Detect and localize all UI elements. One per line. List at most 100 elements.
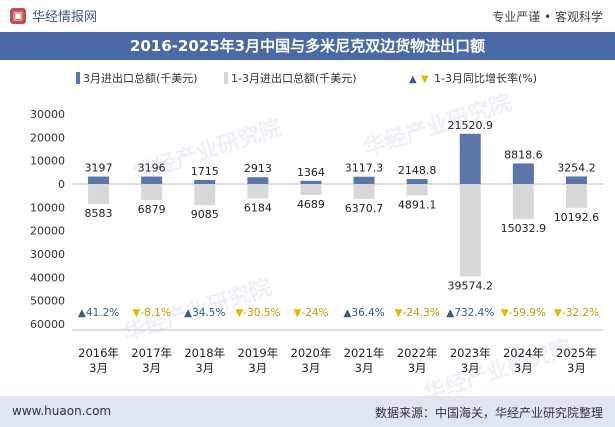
legend-up-icon: ▲ [409,74,417,85]
down-arrow-icon: ▼ [235,307,244,319]
bar-march [406,178,428,184]
x-tick-label: 3月 [514,361,533,375]
data-label-march: 3197 [85,162,113,175]
data-label-ytd: 4891.1 [398,198,437,211]
bar-ytd [247,184,269,199]
bar-march [565,176,587,184]
y-tick-label: 10000 [30,201,65,214]
data-label-ytd: 15032.9 [501,222,547,235]
data-label-march: 3117.3 [345,162,384,175]
data-label-march: 3196 [138,162,166,175]
data-label-ytd: 6879 [138,203,166,216]
legend-swatch-march [76,72,80,84]
data-label-march: 21520.9 [448,119,494,132]
bar-ytd [459,184,481,277]
growth-label: ▼-32.2% [554,307,599,319]
footer-source: 数据来源：中国海关，华经产业研究院整理 [374,406,603,420]
growth-value: 34.5% [192,307,225,319]
up-arrow-icon: ▲ [78,307,87,319]
y-tick-label: 20000 [30,225,65,238]
data-labels: 31978583▲41.2%31966879▼-8.1%17159085▲34.… [78,119,599,319]
y-tick-label: 40000 [30,271,65,284]
y-tick-label: 50000 [30,295,65,308]
down-arrow-icon: ▼ [554,307,563,319]
growth-value: -30.5% [243,307,280,319]
x-tick-label: 2022年 [397,346,438,360]
growth-value: 41.2% [86,307,119,319]
bar-ytd [88,184,110,205]
top-bar: ▣ 华经情报网 专业严谨 • 客观科学 [0,0,615,32]
x-tick-label: 2018年 [184,346,225,360]
data-label-march: 1364 [297,166,325,179]
data-label-march: 1715 [191,165,219,178]
growth-label: ▼-59.9% [501,307,546,319]
logo-mark-icon: ▣ [10,7,26,24]
up-arrow-icon: ▲ [184,307,193,319]
x-tick-label: 2025年 [556,346,597,360]
logo-text: 华经情报网 [32,10,98,25]
data-label-ytd: 8583 [85,207,113,220]
data-label-ytd: 4689 [297,198,325,211]
growth-value: 36.4% [351,307,384,319]
x-tick-label: 3月 [408,361,427,375]
data-label-march: 3254.2 [557,161,596,174]
down-arrow-icon: ▼ [395,307,404,319]
legend-label-march: 3月进出口总额(千美元) [83,71,198,85]
title-bar: 2016-2025年3月中国与多米尼克双边货物进出口额 [0,32,615,60]
bar-march [353,176,375,184]
down-arrow-icon: ▼ [293,307,302,319]
axes: 30000 20000 10000 0 10000 20000 30000 40000 5000… [30,108,603,375]
bar-march [300,180,322,184]
chart-title: 2016-2025年3月中国与多米尼克双边货物进出口额 [129,37,486,55]
x-tick-label: 3月 [195,361,214,375]
bar-ytd [141,184,163,201]
bar-ytd [194,184,216,206]
data-label-ytd: 39574.2 [448,279,494,292]
x-tick-label: 2024年 [503,346,544,360]
x-tick-label: 3月 [89,361,108,375]
bar-march [459,133,481,184]
bar-march [88,176,110,184]
data-label-march: 2913 [244,162,272,175]
x-tick-label: 2023年 [450,346,491,360]
data-label-ytd: 6370.7 [345,202,384,215]
growth-label: ▲732.4% [446,307,494,319]
bar-ytd [565,184,587,208]
legend-label-ytd: 1-3月进出口总额(千美元) [231,71,357,85]
down-arrow-icon: ▼ [501,307,510,319]
legend-swatch-ytd [224,72,228,84]
x-tick-label: 2019年 [237,346,278,360]
growth-value: -32.2% [562,307,599,319]
data-label-march: 8818.6 [504,148,543,161]
bar-ytd [406,184,428,196]
y-tick-label: 20000 [30,131,65,144]
x-tick-label: 2021年 [344,346,385,360]
bar-ytd [300,184,322,195]
growth-label: ▼-30.5% [235,307,280,319]
tagline: 专业严谨 • 客观科学 [492,10,603,24]
growth-label: ▲36.4% [343,307,384,319]
growth-value: -8.1% [140,307,170,319]
y-tick-label: 0 [58,178,65,191]
bar-march [194,179,216,184]
bar-ytd [353,184,375,199]
growth-label: ▲34.5% [184,307,225,319]
x-tick-label: 3月 [461,361,480,375]
growth-label: ▲41.2% [78,307,119,319]
growth-value: -24% [301,307,328,319]
data-label-march: 2148.8 [398,164,437,177]
y-tick-label: 30000 [30,248,65,261]
x-tick-label: 2016年 [78,346,119,360]
bars [88,133,587,277]
y-tick-label: 30000 [30,108,65,121]
footer-website: www.huaon.com [12,404,112,418]
x-tick-label: 3月 [567,361,586,375]
up-arrow-icon: ▲ [446,307,455,319]
y-tick-label: 10000 [30,155,65,168]
data-label-ytd: 10192.6 [554,211,600,224]
growth-value: -24.3% [403,307,440,319]
growth-label: ▼-24.3% [395,307,440,319]
legend-down-icon: ▼ [421,74,429,85]
x-tick-label: 3月 [355,361,374,375]
